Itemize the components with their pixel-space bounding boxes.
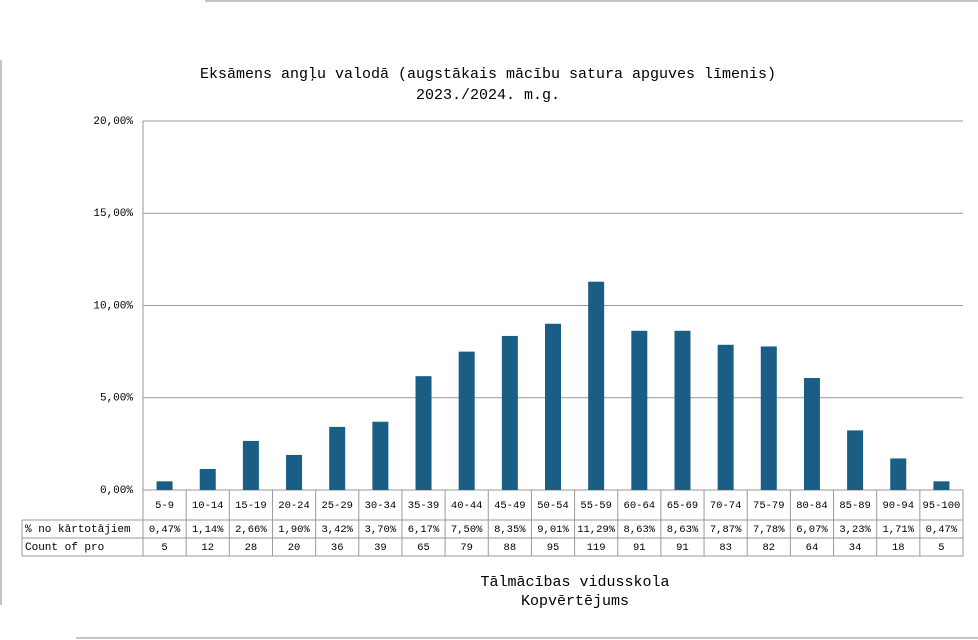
- table-row-header: % no kārtotājiem: [25, 524, 131, 536]
- x-axis-title: Tālmācības vidusskola: [480, 574, 669, 591]
- x-tick-label: 60-64: [624, 500, 656, 512]
- x-tick-label: 15-19: [235, 500, 267, 512]
- value-label: 3,23%: [839, 524, 871, 536]
- x-tick-label: 20-24: [278, 500, 310, 512]
- chart-title: Eksāmens angļu valodā (augstākais mācību…: [200, 66, 776, 83]
- count-label: 36: [331, 542, 344, 554]
- bar: [674, 330, 691, 490]
- value-label: 1,14%: [192, 524, 224, 536]
- bar: [545, 323, 561, 490]
- value-label: 1,71%: [883, 524, 915, 536]
- value-label: 3,70%: [365, 524, 397, 536]
- value-label: 2,66%: [235, 524, 267, 536]
- x-tick-label: 40-44: [451, 500, 483, 512]
- value-label: 8,63%: [667, 524, 699, 536]
- x-tick-label: 65-69: [667, 500, 699, 512]
- x-tick-label: 35-39: [408, 500, 440, 512]
- bar: [242, 440, 259, 490]
- value-label: 11,29%: [577, 524, 616, 536]
- count-label: 5: [938, 542, 944, 554]
- value-label: 1,90%: [278, 524, 310, 536]
- x-tick-label: 25-29: [321, 500, 353, 512]
- count-label: 20: [288, 542, 301, 554]
- table-row-header: Count of pro: [25, 542, 104, 554]
- value-label: 7,50%: [451, 524, 483, 536]
- x-tick-label: 5-9: [155, 500, 174, 512]
- bar: [415, 376, 432, 490]
- x-tick-label: 55-59: [580, 500, 612, 512]
- y-tick-label: 5,00%: [100, 393, 133, 405]
- y-tick-label: 20,00%: [93, 116, 133, 128]
- x-tick-label: 85-89: [839, 500, 871, 512]
- x-axis-subtitle: Kopvērtējums: [521, 593, 629, 610]
- count-label: 65: [417, 542, 430, 554]
- count-label: 95: [547, 542, 560, 554]
- count-label: 83: [719, 542, 732, 554]
- x-tick-label: 50-54: [537, 500, 569, 512]
- bar: [458, 351, 475, 490]
- x-tick-label: 70-74: [710, 500, 742, 512]
- count-label: 91: [633, 542, 646, 554]
- x-tick-label: 80-84: [796, 500, 828, 512]
- count-label: 91: [676, 542, 689, 554]
- value-label: 8,35%: [494, 524, 526, 536]
- x-tick-label: 75-79: [753, 500, 785, 512]
- bar: [372, 421, 389, 490]
- value-label: 9,01%: [537, 524, 569, 536]
- bar: [717, 344, 734, 490]
- bar: [933, 481, 950, 490]
- value-label: 6,17%: [408, 524, 440, 536]
- count-label: 79: [460, 542, 473, 554]
- bar: [890, 458, 907, 490]
- y-tick-label: 10,00%: [93, 300, 133, 312]
- value-label: 0,47%: [926, 524, 958, 536]
- count-label: 5: [161, 542, 167, 554]
- count-label: 18: [892, 542, 905, 554]
- x-tick-label: 45-49: [494, 500, 526, 512]
- bar: [199, 468, 216, 490]
- x-tick-label: 95-100: [923, 500, 961, 512]
- y-tick-label: 0,00%: [100, 485, 133, 497]
- count-label: 119: [587, 542, 606, 554]
- value-label: 8,63%: [624, 524, 656, 536]
- count-label: 28: [245, 542, 258, 554]
- value-label: 6,07%: [796, 524, 828, 536]
- value-label: 7,78%: [753, 524, 785, 536]
- bar: [329, 426, 346, 490]
- count-label: 88: [504, 542, 517, 554]
- chart-subtitle: 2023./2024. m.g.: [416, 87, 560, 104]
- bar: [156, 481, 173, 490]
- x-tick-label: 90-94: [883, 500, 915, 512]
- x-tick-label: 30-34: [365, 500, 397, 512]
- y-tick-label: 15,00%: [93, 208, 133, 220]
- count-label: 82: [762, 542, 775, 554]
- value-label: 3,42%: [321, 524, 353, 536]
- count-label: 39: [374, 542, 387, 554]
- value-label: 7,87%: [710, 524, 742, 536]
- value-label: 0,47%: [149, 524, 181, 536]
- bar: [501, 335, 518, 490]
- bar: [588, 281, 605, 490]
- bar: [631, 330, 648, 490]
- count-label: 64: [806, 542, 819, 554]
- count-label: 34: [849, 542, 862, 554]
- x-tick-label: 10-14: [192, 500, 224, 512]
- bar: [803, 378, 820, 490]
- count-label: 12: [201, 542, 214, 554]
- bar: [847, 430, 864, 490]
- bar: [760, 346, 777, 490]
- bar: [286, 454, 303, 490]
